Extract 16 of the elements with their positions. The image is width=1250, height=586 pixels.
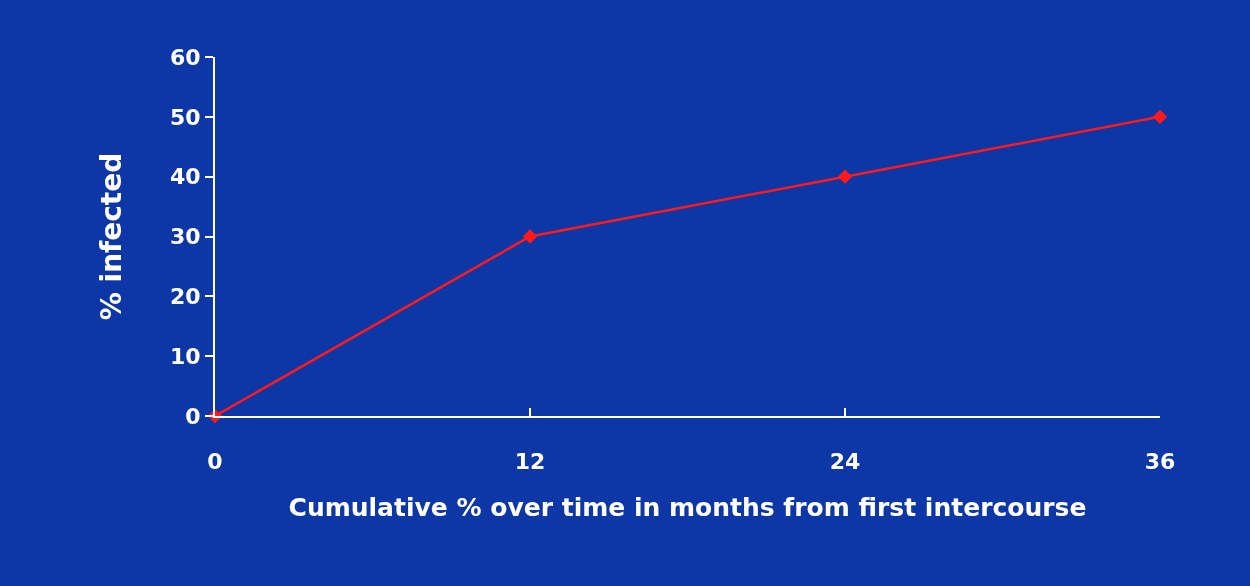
point xyxy=(837,169,853,184)
x-tick-label: 36 xyxy=(1144,449,1176,475)
point xyxy=(1152,109,1168,124)
y-tick-label: 30 xyxy=(169,224,201,250)
x-axis-title: Cumulative % over time in months from first intercourse xyxy=(288,492,1087,522)
y-tick-label: 40 xyxy=(169,164,201,190)
x-tick-label: 12 xyxy=(514,449,546,475)
y-tick-label: 20 xyxy=(169,284,201,310)
x-tick-label: 24 xyxy=(829,449,861,475)
y-tick-label: 0 xyxy=(185,403,201,429)
y-axis-title: % infected xyxy=(95,152,129,321)
x-tick-label: 0 xyxy=(207,449,223,475)
y-tick-label: 50 xyxy=(169,104,201,130)
y-tick-label: 60 xyxy=(169,44,201,70)
point xyxy=(522,229,538,244)
y-tick-label: 10 xyxy=(169,343,201,369)
